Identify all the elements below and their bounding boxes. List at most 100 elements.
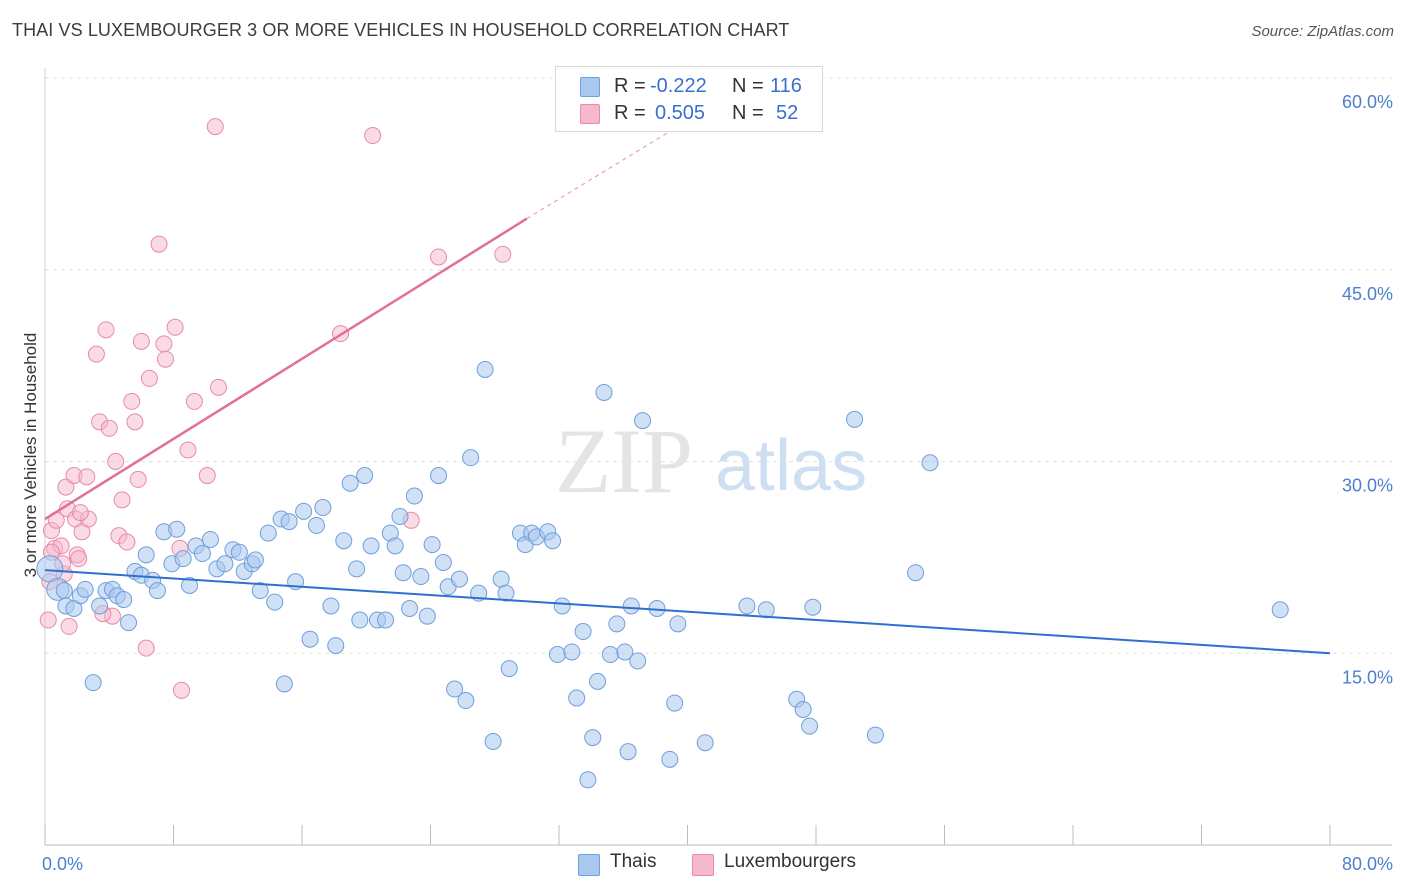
thai-point: [462, 449, 480, 467]
y-axis-title: 3 or more Vehicles in Household: [21, 333, 40, 578]
x-tick-labels: 0.0% 80.0%: [42, 854, 1393, 874]
thai-point: [794, 700, 812, 718]
thai-point: [216, 555, 234, 573]
thai-point: [579, 771, 597, 789]
luxembourger-point: [39, 611, 57, 629]
legend-n-label: N =: [732, 102, 764, 124]
thai-point: [446, 680, 464, 698]
luxembourger-point: [137, 639, 155, 657]
luxembourger-point: [185, 392, 203, 410]
thai-point: [301, 630, 319, 648]
luxembourgers-trendline: [44, 217, 528, 521]
thai-point: [738, 597, 756, 615]
thai-point: [601, 646, 619, 664]
thai-point: [201, 530, 219, 548]
luxembourger-point: [140, 369, 158, 387]
thai-point: [193, 545, 211, 563]
luxembourger-point: [57, 478, 75, 496]
luxembourger-point: [430, 248, 448, 266]
thai-point: [351, 611, 369, 629]
thai-point: [846, 410, 864, 428]
thai-point: [563, 643, 581, 661]
thai-point: [386, 537, 404, 555]
thai-point: [584, 729, 602, 747]
thai-point: [574, 623, 592, 641]
thai-point: [457, 692, 475, 710]
thai-point: [314, 499, 332, 517]
luxembourger-point: [126, 413, 144, 431]
thai-point: [115, 591, 133, 609]
luxembourgers-points: [39, 118, 512, 699]
thai-point: [120, 614, 138, 632]
thai-point: [405, 487, 423, 505]
watermark-atlas: atlas: [715, 426, 867, 506]
luxembourger-point: [70, 550, 88, 568]
y-tick-label: 60.0%: [1342, 92, 1393, 112]
thais-swatch: [580, 77, 600, 97]
thai-point: [544, 532, 562, 550]
thai-point: [84, 674, 102, 692]
thai-point: [629, 652, 647, 670]
thai-point: [394, 564, 412, 582]
chart-title: THAI VS LUXEMBOURGER 3 OR MORE VEHICLES …: [12, 20, 790, 40]
thai-point: [484, 732, 502, 750]
luxembourger-point: [100, 419, 118, 437]
luxembourger-point: [132, 332, 150, 350]
luxembourger-point: [113, 491, 131, 509]
thai-point: [608, 615, 626, 633]
luxembourger-point: [166, 318, 184, 336]
thai-point: [251, 582, 269, 600]
thai-point: [280, 513, 298, 531]
luxembourger-point: [198, 467, 216, 485]
thai-point: [335, 532, 353, 550]
thai-point: [634, 412, 652, 430]
thai-point: [1271, 601, 1289, 619]
source-label: Source: ZipAtlas.com: [1251, 23, 1394, 40]
legend-n-label: N =: [732, 75, 764, 97]
thai-point: [307, 516, 325, 534]
thai-point: [341, 474, 359, 492]
legend-n-value: 116: [770, 75, 802, 97]
thais-legend-label: Thais: [610, 851, 657, 872]
x-tick-label: 0.0%: [42, 854, 83, 874]
thai-point: [168, 520, 186, 538]
luxembourger-point: [209, 378, 227, 396]
luxembourger-point: [87, 345, 105, 363]
thai-point: [76, 580, 94, 598]
stats-legend: R = -0.222 N = 116 R = 0.505 N = 52: [555, 66, 823, 132]
thais-legend-swatch: [578, 854, 600, 876]
luxembourger-point: [123, 392, 141, 410]
luxembourger-point: [156, 350, 174, 368]
thai-point: [553, 597, 571, 615]
thai-point: [137, 546, 155, 564]
thai-point: [619, 743, 637, 761]
luxembourger-point: [494, 245, 512, 263]
thai-point: [801, 717, 819, 735]
thai-point: [230, 543, 248, 561]
thai-point: [401, 600, 419, 618]
thai-point: [181, 576, 199, 594]
gridlines: [45, 77, 1392, 654]
watermark-zip: ZIP: [555, 410, 693, 512]
luxembourgers-legend-label: Luxembourgers: [724, 851, 857, 872]
thai-point: [921, 454, 939, 472]
legend-r-label: R =: [614, 102, 646, 124]
legend-r-value: -0.222: [650, 75, 707, 97]
thai-point: [622, 597, 640, 615]
luxembourger-point: [206, 118, 224, 136]
thai-point: [616, 643, 634, 661]
thai-point: [412, 568, 430, 586]
thai-point: [450, 570, 468, 588]
thai-point: [907, 564, 925, 582]
thai-point: [295, 502, 313, 520]
thai-point: [595, 383, 613, 401]
thai-point: [275, 675, 293, 693]
thai-point: [434, 553, 452, 571]
luxembourger-point: [150, 235, 168, 253]
thai-point: [423, 536, 441, 554]
thai-point: [174, 550, 192, 568]
y-tick-label: 15.0%: [1342, 667, 1393, 687]
thai-point: [568, 689, 586, 707]
thai-point: [589, 672, 607, 690]
legend-r-label: R =: [614, 75, 646, 97]
